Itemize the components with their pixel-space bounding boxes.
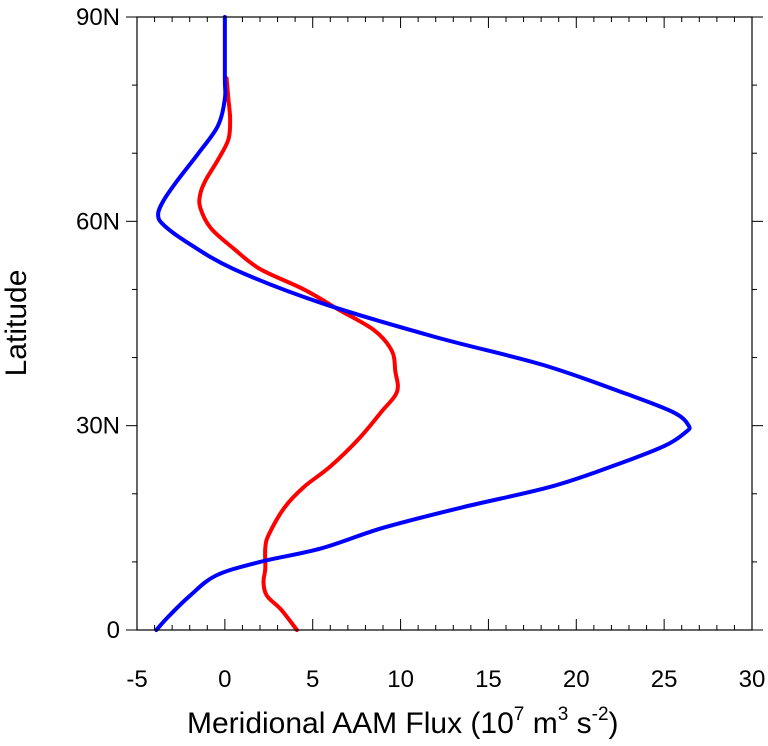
x-axis-title-unit2: s bbox=[568, 707, 591, 740]
plot-frame bbox=[136, 16, 753, 631]
series-layer bbox=[154, 15, 692, 632]
y-axis-title: Latitude bbox=[0, 270, 33, 377]
x-tick-label: 15 bbox=[475, 666, 502, 693]
x-tick-label: 5 bbox=[306, 666, 319, 693]
x-axis-title-exp2: 3 bbox=[558, 704, 569, 725]
x-tick-label: 0 bbox=[218, 666, 231, 693]
x-axis-title-unit1: m bbox=[524, 707, 557, 740]
x-tick-label: -5 bbox=[126, 666, 147, 693]
x-tick-label: 30 bbox=[739, 666, 766, 693]
series-line-2 bbox=[154, 15, 692, 632]
x-axis-title-main: Meridional AAM Flux (10 bbox=[187, 707, 514, 740]
y-tick-label: 90N bbox=[76, 4, 120, 31]
series-line-1 bbox=[197, 76, 400, 632]
x-tick-label: 25 bbox=[651, 666, 678, 693]
x-axis-title-exp3: -2 bbox=[592, 704, 609, 725]
x-tick-label: 10 bbox=[387, 666, 414, 693]
ticks-layer bbox=[126, 16, 763, 631]
x-tick-label: 20 bbox=[563, 666, 590, 693]
x-axis-title-close: ) bbox=[609, 707, 619, 740]
x-axis-title: Meridional AAM Flux (107 m3 s-2) bbox=[187, 704, 619, 740]
x-axis-title-exp1: 7 bbox=[514, 704, 525, 725]
y-tick-label: 60N bbox=[76, 208, 120, 235]
y-tick-label: 30N bbox=[76, 413, 120, 440]
y-tick-label: 0 bbox=[107, 617, 120, 644]
